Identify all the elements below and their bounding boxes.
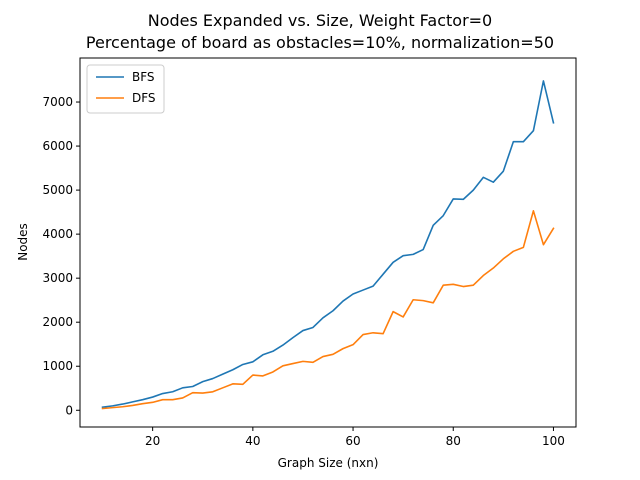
series-line-dfs xyxy=(101,210,555,410)
x-tick-label: 100 xyxy=(542,434,565,448)
y-tick-label: 4000 xyxy=(42,227,73,241)
legend: BFS DFS xyxy=(86,64,165,114)
x-axis-label: Graph Size (nxn) xyxy=(278,456,379,470)
y-tick-label: 1000 xyxy=(42,359,73,373)
chart-title: Nodes Expanded vs. Size, Weight Factor=0 xyxy=(148,11,492,30)
y-tick-label: 3000 xyxy=(42,271,73,285)
chart-subtitle: Percentage of board as obstacles=10%, no… xyxy=(86,33,554,52)
y-axis-label: Nodes xyxy=(16,223,30,261)
legend-label-bfs: BFS xyxy=(132,70,155,84)
x-tick-label: 60 xyxy=(345,434,360,448)
y-tick-label: 5000 xyxy=(42,183,73,197)
y-tick-label: 7000 xyxy=(42,95,73,109)
x-tick-label: 80 xyxy=(446,434,461,448)
y-tick-label: 6000 xyxy=(42,139,73,153)
y-tick-label: 0 xyxy=(65,403,73,417)
y-tick-label: 2000 xyxy=(42,315,73,329)
x-tick-label: 20 xyxy=(145,434,160,448)
series-layer xyxy=(101,80,555,410)
plot-frame xyxy=(79,57,577,428)
x-tick-label: 40 xyxy=(245,434,260,448)
legend-label-dfs: DFS xyxy=(132,91,156,105)
series-line-bfs xyxy=(101,80,555,409)
